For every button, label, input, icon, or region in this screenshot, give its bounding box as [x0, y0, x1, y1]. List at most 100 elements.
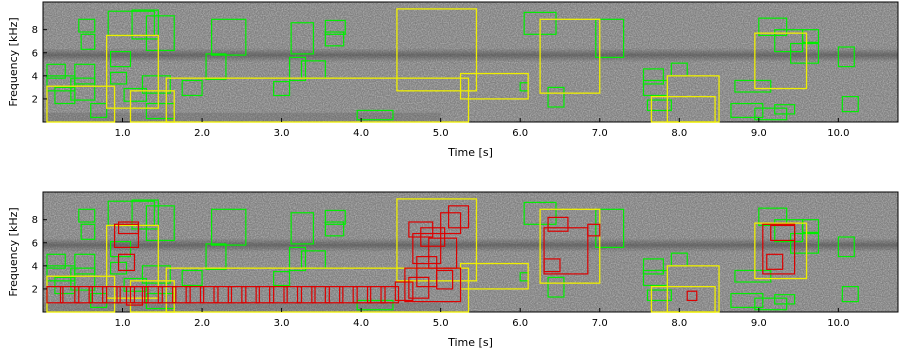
top-x-tick-label: 7.0 — [592, 128, 608, 139]
bottom-x-tick-label: 1.0 — [115, 318, 131, 329]
top-green-box-42 — [841, 96, 859, 113]
bottom-red-box-10 — [185, 286, 205, 304]
spectrogram-panel-top: 1.0 2.0 3.0 4.0 5.0 6.0 7.0 8.0 9.0 10.0 2 4 6 8 Time … — [7, 1, 899, 159]
bottom-red-box-34 — [412, 232, 442, 265]
bottom-red-box-3 — [88, 286, 108, 304]
bottom-green-box-2 — [54, 276, 76, 295]
bottom-y-axis-label: Frequency [kHz] — [7, 207, 20, 296]
top-green-box-17 — [211, 18, 247, 56]
bottom-red-box-31 — [125, 286, 144, 306]
bottom-red-box-13 — [227, 286, 247, 304]
bottom-red-box-15 — [255, 286, 275, 304]
bottom-y-tick-label: 6 — [32, 238, 38, 249]
top-x-tick-label: 6.0 — [512, 128, 528, 139]
top-green-box-23 — [324, 19, 346, 35]
top-x-tick-label: 3.0 — [274, 128, 290, 139]
bottom-green-box-22 — [324, 221, 345, 237]
top-green-box-15 — [181, 79, 203, 97]
top-yellow-box-6 — [539, 18, 601, 94]
bottom-red-box-20 — [324, 286, 344, 304]
top-green-box-31 — [646, 99, 672, 112]
bottom-green-box-43 — [78, 208, 96, 223]
top-green-box-12 — [123, 87, 147, 102]
top-x-tick-label: 2.0 — [194, 128, 210, 139]
top-y-tick-label: 6 — [32, 48, 38, 59]
bottom-green-box-28 — [595, 208, 625, 248]
top-green-box-34 — [734, 79, 772, 93]
top-green-box-10 — [131, 9, 159, 40]
bottom-red-box-28 — [113, 223, 140, 248]
top-green-box-29 — [642, 68, 664, 85]
bottom-red-box-45 — [762, 223, 796, 275]
top-x-tick-label: 4.0 — [353, 128, 369, 139]
top-green-box-38 — [758, 17, 788, 37]
spectrogram-panel-bottom: 1.0 2.0 3.0 4.0 5.0 6.0 7.0 8.0 9.0 10.0 2 4 6 8 Time … — [7, 191, 899, 349]
top-green-box-41 — [837, 46, 855, 68]
bottom-x-axis-label: Time [s] — [447, 336, 493, 349]
bottom-y-tick-label: 4 — [32, 261, 38, 272]
top-green-box-39 — [774, 29, 804, 53]
top-x-tick-label: 5.0 — [433, 128, 449, 139]
bottom-red-box-12 — [213, 286, 233, 304]
bottom-red-box-16 — [269, 286, 288, 304]
bottom-y-tick-label: 2 — [32, 284, 38, 295]
bottom-green-box-0 — [46, 253, 66, 269]
bottom-green-box-24 — [356, 299, 394, 311]
bottom-y-tick-label: 8 — [32, 215, 38, 226]
top-green-box-11 — [145, 15, 175, 52]
top-green-box-2 — [54, 86, 76, 105]
top-yellow-box-2 — [129, 90, 175, 123]
top-low-noise-band — [43, 112, 441, 121]
bottom-yellow-box-9 — [754, 222, 808, 280]
top-x-tick-label: 1.0 — [115, 128, 131, 139]
bottom-green-box-39 — [774, 219, 804, 243]
bottom-red-box-21 — [339, 286, 358, 304]
bottom-green-box-5 — [80, 223, 96, 240]
bottom-green-box-19 — [288, 246, 307, 272]
bottom-x-tick-label: 9.0 — [751, 318, 767, 329]
top-x-tick-label: 9.0 — [751, 128, 767, 139]
bottom-x-tick-label: 6.0 — [512, 318, 528, 329]
top-green-box-24 — [356, 109, 394, 121]
bottom-red-box-26 — [408, 276, 430, 299]
top-yellow-box-3 — [165, 77, 470, 123]
top-y-axis-label: Frequency [kHz] — [7, 17, 20, 106]
top-yellow-box-8 — [650, 95, 716, 123]
bottom-plot-frame — [42, 191, 899, 313]
bottom-x-tick-label: 5.0 — [433, 318, 449, 329]
bottom-green-box-17 — [211, 208, 247, 246]
top-green-box-19 — [288, 56, 307, 82]
top-x-axis-label: Time [s] — [447, 146, 493, 159]
top-green-box-6 — [90, 102, 108, 118]
bottom-x-tick-label: 3.0 — [274, 318, 290, 329]
top-green-box-40 — [790, 42, 820, 64]
top-y-tick-label: 8 — [32, 25, 38, 36]
bottom-yellow-box-6 — [539, 208, 601, 284]
top-yellow-box-0 — [46, 85, 116, 123]
bottom-red-box-17 — [283, 286, 303, 304]
bottom-red-box-30 — [117, 221, 140, 235]
bottom-low-noise-band — [43, 302, 441, 311]
top-green-box-28 — [595, 18, 625, 58]
bottom-red-box-37 — [448, 205, 470, 229]
bottom-yellow-box-1 — [105, 224, 159, 299]
top-green-box-13 — [141, 75, 171, 94]
bottom-green-box-20 — [290, 212, 315, 245]
bottom-red-box-2 — [74, 286, 93, 304]
top-green-box-9 — [110, 71, 128, 85]
bottom-red-box-23 — [366, 286, 386, 304]
bottom-green-box-3 — [70, 267, 96, 291]
bottom-red-box-22 — [352, 286, 372, 304]
bottom-green-box-13 — [141, 265, 171, 284]
bottom-green-box-36 — [774, 294, 796, 305]
bottom-red-box-35 — [428, 237, 458, 269]
bottom-x-tick-label: 7.0 — [592, 318, 608, 329]
top-green-box-8 — [110, 51, 132, 68]
bottom-green-box-40 — [790, 232, 820, 254]
bottom-green-box-8 — [110, 241, 132, 258]
bottom-red-box-33 — [420, 227, 446, 247]
top-yellow-box-4 — [396, 8, 478, 92]
top-green-box-18 — [273, 81, 291, 97]
bottom-yellow-box-8 — [650, 285, 716, 313]
